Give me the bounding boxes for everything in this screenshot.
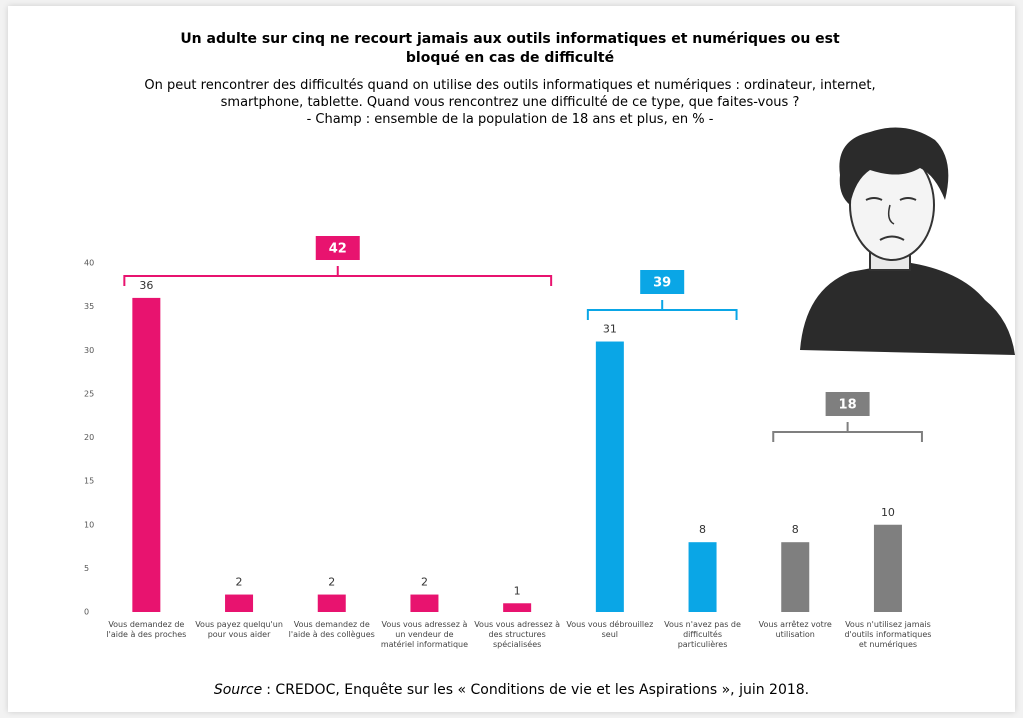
bar [596, 342, 624, 612]
bar [781, 542, 809, 612]
data-label: 2 [328, 576, 335, 589]
y-tick-label: 0 [84, 608, 89, 617]
data-label: 36 [139, 279, 153, 292]
chart: 0 5 10 15 20 25 30 35 40 36 2 2 2 1 42 31 8 39 8 10 18 [0, 0, 1023, 718]
bar [318, 595, 346, 612]
data-label: 31 [603, 323, 617, 336]
bar [503, 603, 531, 612]
y-tick-label: 5 [84, 564, 89, 573]
total-label: 42 [329, 242, 347, 257]
data-label: 8 [699, 523, 706, 536]
bar [410, 595, 438, 612]
illustration [800, 128, 1015, 356]
total-label: 18 [839, 398, 857, 413]
bracket [773, 422, 922, 442]
x-tick-label: Vous vous débrouillez seul [565, 620, 655, 640]
x-tick-label: Vous payez quelqu'un pour vous aider [194, 620, 284, 640]
source-label: Source [214, 682, 262, 698]
x-tick-label: Vous demandez de l'aide à des collègues [287, 620, 377, 640]
bar [874, 525, 902, 612]
x-tick-label: Vous vous adressez à des structures spéc… [472, 620, 562, 650]
bar [132, 298, 160, 612]
bracket [124, 266, 551, 286]
x-tick-label: Vous n'avez pas de difficultés particuli… [658, 620, 748, 650]
x-tick-label: Vous arrêtez votre utilisation [750, 620, 840, 640]
source: Source: CREDOC, Enquête sur les « Condit… [0, 682, 1023, 698]
data-label: 2 [421, 576, 428, 589]
bar [689, 542, 717, 612]
total-label: 39 [653, 276, 671, 291]
data-label: 8 [792, 523, 799, 536]
x-tick-label: Vous demandez de l'aide à des proches [101, 620, 191, 640]
x-tick-label: Vous n'utilisez jamais d'outils informat… [843, 620, 933, 650]
x-tick-label: Vous vous adressez à un vendeur de matér… [379, 620, 469, 650]
data-label: 1 [514, 584, 521, 597]
y-tick-label: 15 [84, 477, 94, 486]
bar [225, 595, 253, 612]
data-label: 10 [881, 506, 895, 519]
y-tick-label: 25 [84, 389, 94, 398]
y-tick-label: 35 [84, 302, 94, 311]
y-tick-label: 30 [84, 346, 94, 355]
y-tick-label: 10 [84, 520, 94, 529]
source-text: : CREDOC, Enquête sur les « Conditions d… [266, 682, 809, 698]
y-tick-label: 40 [84, 259, 94, 268]
page: Un adulte sur cinq ne recourt jamais aux… [0, 0, 1023, 718]
y-tick-label: 20 [84, 433, 94, 442]
bracket [588, 300, 737, 320]
data-label: 2 [236, 576, 243, 589]
